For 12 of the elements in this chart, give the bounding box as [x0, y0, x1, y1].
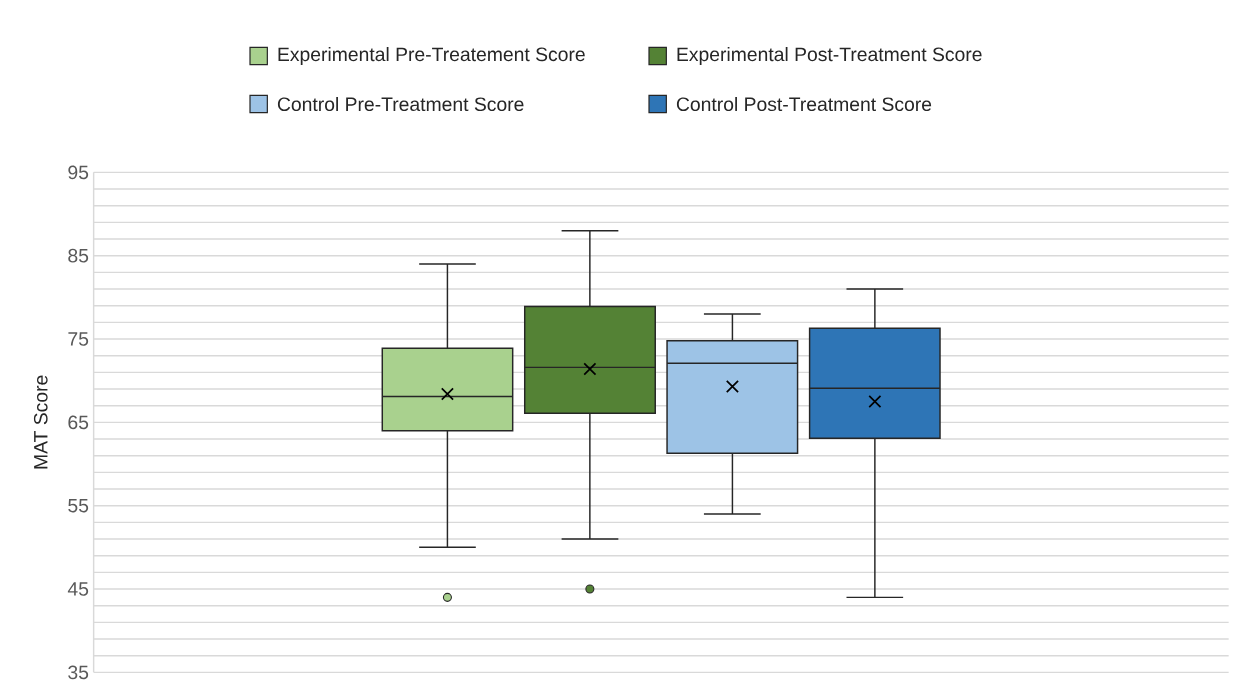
legend-label: Experimental Post-Treatment Score [677, 46, 982, 65]
legend-label: Experimental Pre-Treatement Score [278, 46, 585, 65]
y-axis-title: MAT Score [33, 375, 48, 469]
legend-label: Control Post-Treatment Score [676, 96, 932, 112]
y-tick-label: 65 [68, 415, 89, 430]
y-tick-label: 35 [68, 665, 89, 680]
y-tick-label: 75 [68, 332, 89, 346]
legend-label: Control Pre-Treatment Score [277, 96, 524, 112]
y-tick-label: 45 [67, 582, 89, 596]
y-tick-label: 85 [68, 248, 89, 263]
y-tick-label: 95 [68, 165, 89, 180]
y-tick-label: 55 [68, 498, 89, 513]
